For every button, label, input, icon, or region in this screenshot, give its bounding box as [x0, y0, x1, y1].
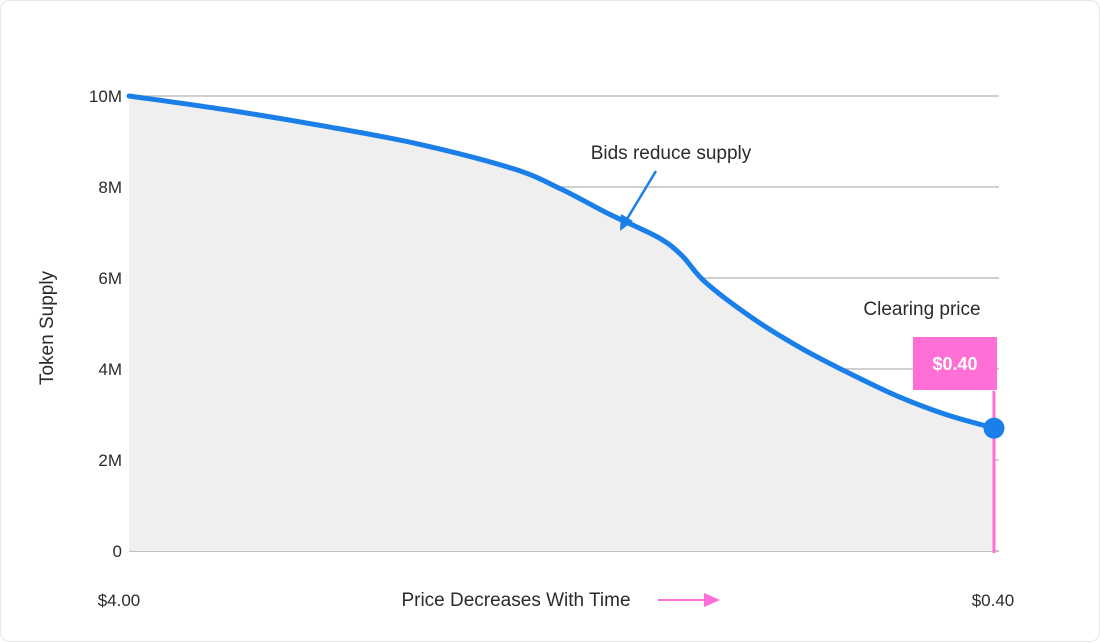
clearing-price-point	[983, 417, 1005, 439]
clearing-price-text: Clearing price	[863, 299, 980, 320]
y-axis-label: Token Supply	[37, 270, 58, 385]
x-axis-arrow	[658, 593, 720, 607]
y-tick-label: 10M	[89, 87, 122, 106]
supply-area	[129, 96, 994, 551]
y-tick-label: 4M	[98, 360, 122, 379]
supply-line	[126, 93, 997, 431]
y-tick-labels: 0 2M 4M 6M 8M 10M	[89, 87, 122, 561]
x-start-label: $4.00	[98, 591, 141, 610]
bids-arrow-head	[620, 214, 633, 231]
y-tick-label: 0	[113, 542, 122, 561]
bids-annotation: Bids reduce supply	[591, 143, 752, 231]
x-end-label: $0.40	[972, 591, 1015, 610]
y-tick-label: 2M	[98, 451, 122, 470]
clearing-annotation: Clearing price $0.40	[863, 299, 1005, 553]
clearing-price-badge	[913, 337, 997, 390]
x-axis-label: Price Decreases With Time	[401, 590, 630, 611]
bids-annotation-text: Bids reduce supply	[591, 143, 752, 164]
clearing-price-value: $0.40	[932, 354, 977, 374]
y-tick-label: 8M	[98, 178, 122, 197]
bids-arrow	[625, 170, 658, 220]
y-tick-label: 6M	[98, 269, 122, 288]
